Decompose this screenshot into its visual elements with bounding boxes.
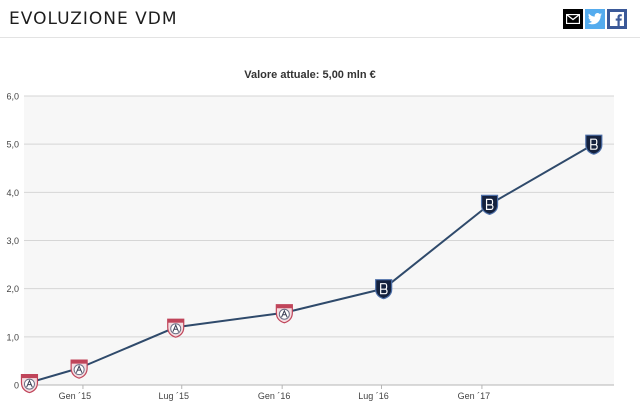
y-tick-label: 6,0: [6, 92, 19, 102]
y-tick-label: 5,0: [6, 140, 19, 150]
x-tick-label: Lug ´15: [158, 391, 189, 401]
y-tick-label: 0: [14, 381, 19, 391]
club-a-crest-point: [167, 318, 185, 338]
y-tick-label: 3,0: [6, 236, 19, 246]
x-tick-label: Gen ´15: [59, 391, 92, 401]
y-tick-label: 2,0: [6, 284, 19, 294]
twitter-share-button[interactable]: [585, 9, 605, 29]
facebook-share-button[interactable]: [607, 9, 627, 29]
market-value-chart: 0 1,0 2,0 3,0 4,0 5,0 6,0 Gen ´15 Lug ´15 Gen ´16…: [0, 40, 640, 413]
club-b-crest-point: [375, 279, 393, 300]
club-b-crest-point: [480, 194, 499, 215]
x-tick-label: Gen ´17: [458, 391, 491, 401]
club-a-crest-point: [20, 373, 39, 394]
club-a-crest-point: [70, 359, 88, 379]
page-title: EVOLUZIONE VDM: [9, 9, 178, 29]
chart-title: Valore attuale: 5,00 mln €: [244, 69, 375, 81]
x-tick-label: Gen ´16: [258, 391, 291, 401]
y-tick-label: 1,0: [6, 332, 19, 342]
mail-icon: [566, 14, 580, 24]
plot-area: 0 1,0 2,0 3,0 4,0 5,0 6,0 Gen ´15 Lug ´15 Gen ´16…: [6, 92, 614, 401]
header: EVOLUZIONE VDM: [0, 0, 640, 38]
chart-svg: 0 1,0 2,0 3,0 4,0 5,0 6,0 Gen ´15 Lug ´15 Gen ´16…: [6, 69, 614, 401]
y-tick-label: 4,0: [6, 188, 19, 198]
twitter-icon: [588, 13, 602, 25]
club-b-crest-point: [585, 134, 603, 155]
facebook-icon: [610, 12, 624, 26]
club-a-crest-point: [275, 304, 293, 324]
mail-share-button[interactable]: [563, 9, 583, 29]
x-tick-label: Lug ´16: [358, 391, 389, 401]
